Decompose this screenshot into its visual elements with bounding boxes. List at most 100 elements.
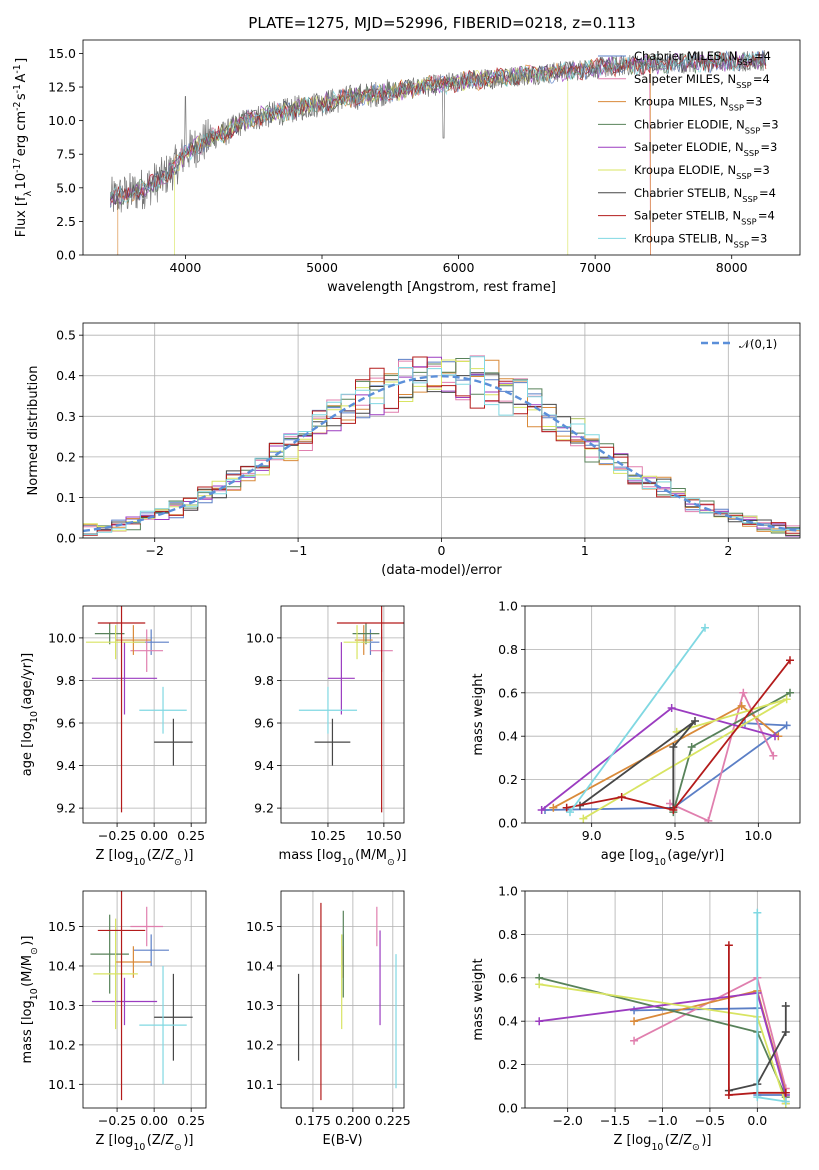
weight-point-marker: [704, 816, 713, 823]
weight-point-marker: [782, 721, 791, 730]
y-tick-label: 2.5: [56, 214, 76, 229]
axes-frame: [524, 890, 801, 1109]
y-tick-label: 7.5: [56, 147, 76, 162]
y-axis-label: Flux [fλ 10-17 erg cm-2 s-1 A-1 ]: [12, 58, 34, 237]
y-tick-label: 0.2: [56, 449, 76, 464]
x-tick-label: 8000: [716, 260, 748, 275]
panel-weight-vs-Z: −2.0 −1.5 −1.0 −0.5 0.0 0.0 0.2 0.4 0.6 0.8 1.0 Z […: [471, 884, 800, 1153]
axes-frame: [280, 890, 405, 1109]
y-tick-label: 10.2: [246, 1037, 274, 1052]
y-axis-label: mass [log10 (M/M⊙ )]: [20, 936, 40, 1064]
y-tick-label: 0.8: [498, 642, 518, 657]
y-tick-label: 10.0: [246, 630, 274, 645]
y-tick-label: 10.3: [48, 998, 76, 1013]
x-axis-label: E(B-V): [322, 1133, 362, 1148]
weight-point-marker: [786, 688, 794, 697]
y-tick-label: 1.0: [498, 599, 518, 614]
x-tick-label: 0.0: [747, 1113, 767, 1128]
x-axis-label: age [log10 (age/yr)]: [601, 848, 724, 868]
weight-point-marker: [687, 743, 696, 752]
y-axis-label: mass weight: [471, 673, 486, 755]
y-tick-label: 0.2: [498, 1057, 518, 1072]
x-tick-label: 0.25: [177, 1113, 205, 1128]
plot-area: [83, 891, 206, 1108]
normal-reference-curve: [83, 374, 800, 533]
plot-content: [535, 908, 790, 1108]
y-tick-label: 10.5: [48, 919, 76, 934]
axes-frame: [524, 605, 801, 824]
y-tick-label: 10.1: [48, 1077, 76, 1092]
panel-mass-vs-ebv: 0.175 0.200 0.225 10.1 10.2 10.3 10.4 10.5 E(B-V…: [246, 891, 411, 1148]
x-tick-label: 1: [581, 543, 589, 558]
y-tick-label: 5.0: [56, 180, 76, 195]
x-tick-label: −0.25: [98, 828, 136, 843]
weight-point-marker: [737, 701, 746, 710]
plot-content: [90, 891, 193, 1101]
y-tick-label: 0.0: [56, 531, 76, 546]
weight-point-marker: [630, 1006, 639, 1015]
axes-frame: [82, 39, 801, 256]
y-tick-label: 9.6: [254, 716, 274, 731]
x-tick-label: −1: [289, 543, 307, 558]
y-tick-label: 0.3: [56, 409, 76, 424]
legend-label: Salpeter MILES, NSSP =4: [634, 72, 770, 90]
y-tick-label: 0.2: [498, 772, 518, 787]
plot-content: [537, 623, 794, 823]
weight-point-marker: [669, 743, 678, 752]
x-tick-label: −1.0: [647, 1113, 677, 1128]
weight-point-marker: [782, 695, 791, 704]
weight-point-marker: [630, 1017, 639, 1026]
x-tick-label: 0.200: [335, 1113, 371, 1128]
legend-label: 𝒩(0,1): [739, 337, 777, 351]
weight-point-marker: [691, 717, 699, 726]
weight-point-marker: [630, 1036, 639, 1045]
axes-frame: [82, 890, 207, 1109]
x-tick-label: −0.25: [98, 1113, 136, 1128]
y-tick-label: 0.6: [498, 970, 518, 985]
x-axis-label: Z [log10 (Z/Z⊙ )]: [614, 1133, 712, 1153]
legend-label: Salpeter ELODIE, NSSP =3: [634, 140, 777, 158]
legend-label: Chabrier MILES, NSSP =4: [634, 49, 771, 67]
x-tick-label: −1.5: [600, 1113, 630, 1128]
panel-age-vs-mass: 10.25 10.50 9.2 9.4 9.6 9.8 10.0 mass [log10 (M…: [246, 606, 406, 868]
weight-point-marker: [781, 1028, 790, 1037]
y-tick-label: 10.0: [48, 113, 76, 128]
legend-label: Kroupa MILES, NSSP =3: [634, 95, 762, 113]
legend-label: Kroupa ELODIE, NSSP =3: [634, 163, 770, 181]
figure-content: PLATE=1275, MJD=52996, FIBERID=0218, z=0…: [12, 14, 801, 1153]
x-tick-label: −0.5: [695, 1113, 725, 1128]
weight-series-line: [579, 720, 696, 808]
axes-frame: [82, 605, 207, 824]
residual-legend: 𝒩(0,1): [701, 337, 777, 351]
x-tick-label: 0.00: [140, 828, 168, 843]
y-tick-label: 0.0: [498, 1101, 518, 1116]
axes-frame: [82, 322, 801, 539]
plot-area: [281, 891, 404, 1108]
weight-point-marker: [535, 1017, 544, 1026]
x-tick-label: 0.25: [177, 828, 205, 843]
y-tick-label: 9.2: [254, 801, 274, 816]
legend-label: Chabrier STELIB, NSSP =4: [634, 186, 776, 204]
x-axis-label: (data-model)/error: [381, 563, 502, 578]
weight-point-marker: [724, 1090, 733, 1099]
y-tick-label: 9.4: [56, 758, 76, 773]
x-tick-label: 0.225: [375, 1113, 411, 1128]
y-tick-label: 0.6: [498, 685, 518, 700]
panel-weight-vs-age: 9.0 9.5 10.0 0.0 0.2 0.4 0.6 0.8 1.0 age [log10 (…: [471, 599, 800, 868]
weight-point-marker: [781, 1002, 790, 1011]
observed-spectrum-overlay: [110, 50, 767, 213]
legend-label: Salpeter STELIB, NSSP =4: [634, 209, 775, 227]
panel-residuals: −2 −1 0 1 2 0.0 0.1 0.2 0.3 0.4 0.5 (data-model)/er…: [26, 323, 800, 578]
residual-histogram-step: [83, 356, 800, 537]
legend-label: Chabrier ELODIE, NSSP =3: [634, 117, 779, 135]
y-tick-label: 10.0: [48, 630, 76, 645]
legend-label: Kroupa STELIB, NSSP =3: [634, 231, 767, 249]
x-tick-label: 7000: [579, 260, 611, 275]
x-tick-label: 10.25: [310, 828, 346, 843]
y-axis-label: Normed distribution: [26, 366, 41, 496]
x-tick-label: 6000: [443, 260, 475, 275]
panel-spectrum: 4000 5000 6000 7000 8000 0.0 2.5 5.0 7.5 10.0 12.5…: [12, 40, 800, 295]
weight-point-marker: [535, 980, 544, 989]
plot-area: [281, 606, 404, 823]
y-tick-label: 15.0: [48, 46, 76, 61]
